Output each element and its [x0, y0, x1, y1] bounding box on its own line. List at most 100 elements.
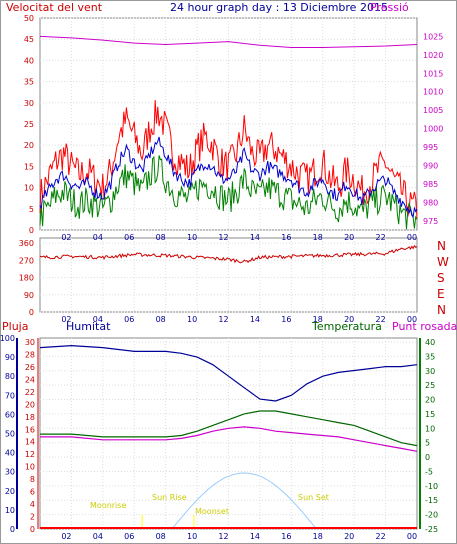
wind-x-tick: 06 — [124, 233, 134, 242]
sunrise-label: Sun Rise — [152, 493, 187, 502]
temp-x-tick: 12 — [218, 532, 228, 541]
rain-y-tick: 6 — [30, 488, 35, 497]
rain-y-tick: 12 — [25, 450, 35, 459]
wind-y-tick: 30 — [24, 99, 34, 108]
temp-y-tick: 10 — [425, 424, 435, 433]
wind-y-tick: 15 — [24, 162, 34, 171]
direction-y-tick: 90 — [24, 291, 34, 300]
temp-x-tick: 00 — [407, 532, 417, 541]
humidity-y-tick: 70 — [5, 391, 15, 400]
sun-path — [171, 472, 317, 530]
rain-label: Pluja — [2, 320, 28, 333]
dewpoint-series — [40, 426, 418, 452]
temp-x-tick: 18 — [313, 532, 323, 541]
wind-y-tick: 45 — [24, 35, 34, 44]
direction-x-tick: 06 — [124, 315, 134, 324]
pressure-y-tick: 1015 — [423, 69, 443, 78]
humidity-y-tick: 20 — [5, 487, 15, 496]
wind-x-tick: 16 — [281, 233, 291, 242]
grid-layer — [16, 17, 421, 530]
wind-x-tick: 14 — [250, 233, 260, 242]
direction-y-tick: 0 — [29, 308, 34, 317]
wind-x-tick: 00 — [407, 233, 417, 242]
humidity-series — [39, 344, 418, 402]
pressure-y-tick: 1020 — [423, 51, 443, 60]
temp-y-tick: 30 — [425, 367, 435, 376]
pressure-y-tick: 1005 — [423, 106, 443, 115]
direction-x-tick: 18 — [313, 315, 323, 324]
direction-x-tick: 02 — [61, 315, 71, 324]
temperature-label: Temperatura — [311, 320, 382, 333]
humidity-y-tick: 60 — [5, 410, 15, 419]
wind-y-tick: 20 — [24, 141, 34, 150]
temp-y-tick: 15 — [425, 410, 435, 419]
rain-y-tick: 10 — [25, 463, 35, 472]
rain-y-tick: 26 — [25, 363, 35, 372]
compass-n-top: N — [437, 239, 446, 253]
wind-x-tick: 10 — [187, 233, 197, 242]
temp-y-tick: 20 — [425, 396, 435, 405]
temp-y-tick: -15 — [425, 496, 438, 505]
pressure-y-tick: 985 — [423, 180, 438, 189]
tick-layer: 0510152025303540455097598098599099510001… — [0, 14, 443, 541]
humidity-y-tick: 90 — [5, 353, 15, 362]
temp-y-tick: -5 — [425, 467, 433, 476]
temp-y-tick: -10 — [425, 482, 438, 491]
rain-y-tick: 16 — [25, 425, 35, 434]
temp-x-tick: 10 — [187, 532, 197, 541]
temp-x-tick: 04 — [93, 532, 103, 541]
pressure-y-tick: 1025 — [423, 32, 443, 41]
direction-x-tick: 08 — [156, 315, 166, 324]
direction-x-tick: 14 — [250, 315, 260, 324]
wind-x-tick: 18 — [313, 233, 323, 242]
wind-y-tick: 0 — [29, 226, 34, 235]
wind-y-tick: 10 — [24, 184, 34, 193]
pressure-series — [39, 35, 418, 48]
temp-x-tick: 14 — [250, 532, 260, 541]
series-layer — [39, 35, 418, 530]
wind-x-tick: 22 — [375, 233, 385, 242]
direction-x-tick: 16 — [281, 315, 291, 324]
temp-y-tick: 35 — [425, 352, 435, 361]
direction-x-tick: 00 — [407, 315, 417, 324]
wind-x-tick: 02 — [61, 233, 71, 242]
wind-y-tick: 25 — [24, 120, 34, 129]
temp-x-tick: 08 — [156, 532, 166, 541]
rain-y-tick: 24 — [25, 375, 35, 384]
humidity-y-tick: 30 — [5, 468, 15, 477]
direction-x-tick: 20 — [344, 315, 354, 324]
pressure-label: Pressió — [370, 1, 409, 14]
sunset-label: Sun Set — [298, 493, 329, 502]
graph-title: 24 hour graph day : 13 Diciembre 2015 — [170, 1, 388, 14]
temp-x-tick: 16 — [281, 532, 291, 541]
wind-x-tick: 12 — [218, 233, 228, 242]
wind-y-tick: 35 — [24, 78, 34, 87]
temp-x-tick: 20 — [344, 532, 354, 541]
compass-n-bottom: N — [437, 303, 446, 317]
direction-y-tick: 180 — [19, 274, 34, 283]
wind-average-series — [39, 136, 418, 219]
compass-w: W — [437, 255, 449, 269]
pressure-y-tick: 1010 — [423, 88, 443, 97]
pressure-y-tick: 980 — [423, 198, 438, 207]
moonrise-label: Moonrise — [90, 501, 126, 510]
temp-y-tick: 40 — [425, 338, 435, 347]
rain-y-tick: 4 — [30, 500, 35, 509]
dewpoint-label: Punt rosada — [392, 320, 457, 333]
direction-y-tick: 270 — [19, 256, 34, 265]
temp-x-tick: 02 — [61, 532, 71, 541]
humidity-y-tick: 0 — [10, 525, 15, 534]
rain-y-tick: 28 — [25, 350, 35, 359]
pressure-y-tick: 995 — [423, 143, 438, 152]
rain-y-tick: 20 — [25, 400, 35, 409]
humidity-y-tick: 100 — [0, 334, 15, 343]
humidity-y-tick: 80 — [5, 372, 15, 381]
rain-y-tick: 8 — [30, 475, 35, 484]
rain-y-tick: 18 — [25, 413, 35, 422]
rain-y-tick: 2 — [30, 513, 35, 522]
wind-speed-label: Velocitat del vent — [6, 1, 103, 14]
humidity-y-tick: 40 — [5, 449, 15, 458]
wind-y-tick: 5 — [29, 205, 34, 214]
wind-x-tick: 04 — [93, 233, 103, 242]
